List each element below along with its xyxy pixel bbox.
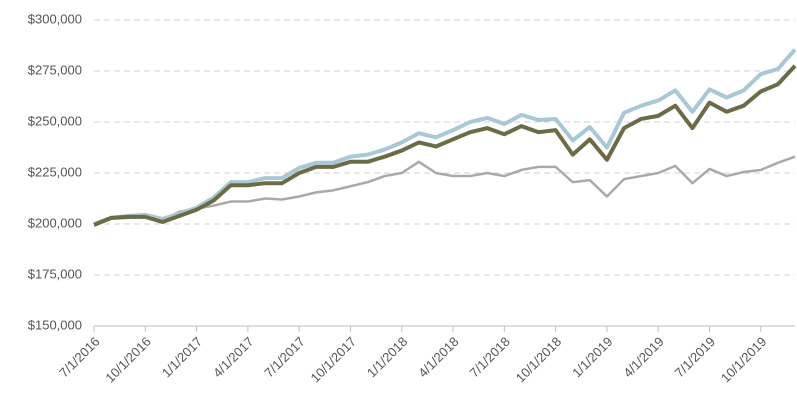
x-tick-label: 7/1/2016 — [56, 334, 102, 380]
x-tick-label: 10/1/2017 — [308, 334, 360, 386]
x-tick-label: 4/1/2018 — [415, 334, 461, 380]
x-tick-label: 1/1/2017 — [159, 334, 205, 380]
series-line — [93, 48, 797, 226]
y-tick-label: $300,000 — [28, 11, 82, 26]
x-tick-label: 7/1/2017 — [261, 334, 307, 380]
y-tick-label: $175,000 — [28, 266, 82, 281]
x-tick-label: 7/1/2018 — [467, 334, 513, 380]
x-tick-label: 10/1/2019 — [718, 334, 770, 386]
y-tick-label: $250,000 — [28, 113, 82, 128]
series-line — [93, 155, 796, 226]
y-tick-label: $275,000 — [28, 62, 82, 77]
x-tick-label: 1/1/2019 — [569, 334, 615, 380]
y-tick-label: $225,000 — [28, 164, 82, 179]
x-tick-label: 10/1/2016 — [102, 334, 154, 386]
x-tick-label: 4/1/2019 — [620, 334, 666, 380]
y-tick-label: $200,000 — [28, 215, 82, 230]
x-tick-label: 4/1/2017 — [210, 334, 256, 380]
series-line — [93, 64, 797, 227]
x-tick-label: 1/1/2018 — [364, 334, 410, 380]
x-tick-label: 7/1/2019 — [672, 334, 718, 380]
y-tick-label: $150,000 — [28, 317, 82, 332]
x-tick-label: 10/1/2018 — [513, 334, 565, 386]
